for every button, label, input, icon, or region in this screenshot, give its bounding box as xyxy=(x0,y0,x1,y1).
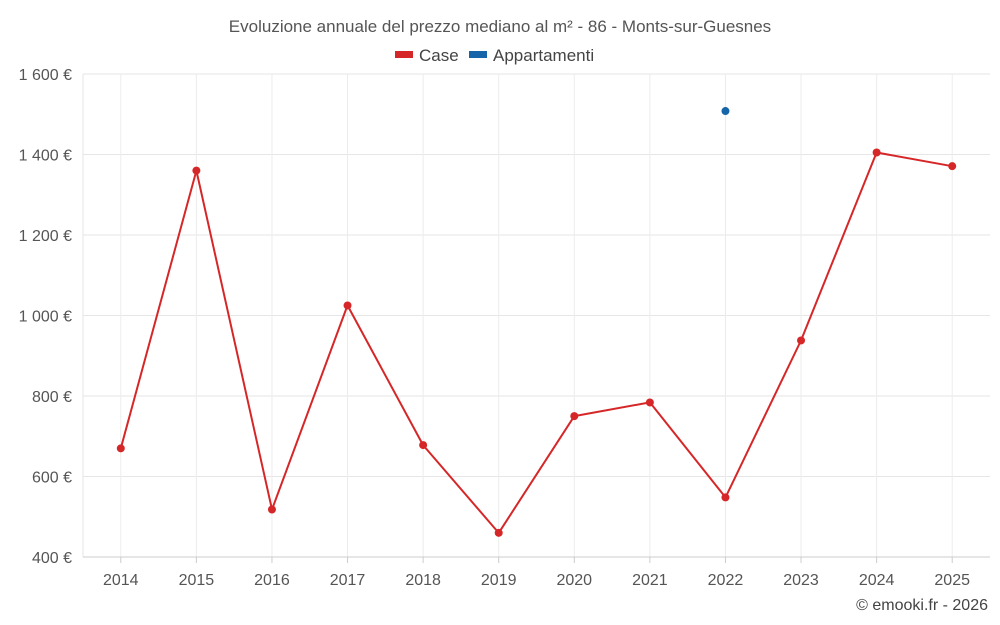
data-point-case-2019 xyxy=(494,528,503,537)
y-tick-label: 1 200 € xyxy=(19,228,72,245)
x-tick-label: 2018 xyxy=(405,572,441,589)
data-point-case-2014 xyxy=(116,444,125,453)
y-tick-label: 1 000 € xyxy=(19,309,72,326)
x-tick-label: 2019 xyxy=(481,572,517,589)
y-tick-label: 1 600 € xyxy=(19,67,72,84)
x-tick-label: 2022 xyxy=(708,572,744,589)
credit-text: © emooki.fr - 2026 xyxy=(856,597,988,614)
data-point-case-2020 xyxy=(570,412,579,421)
x-tick-label: 2014 xyxy=(103,572,139,589)
data-point-case-2021 xyxy=(645,398,654,407)
data-point-case-2024 xyxy=(872,148,881,157)
legend-swatch-appartamenti xyxy=(469,51,487,58)
axes: 400 € 600 € 800 € 1 000 € 1 200 € 1 400 € 1 60… xyxy=(19,67,990,589)
data-point-case-2023 xyxy=(797,336,806,345)
data-point-case-2015 xyxy=(192,166,201,175)
series xyxy=(116,107,957,537)
y-tick-label: 1 400 € xyxy=(19,148,72,165)
y-tick-label: 800 € xyxy=(32,389,72,406)
legend: Case Appartamenti xyxy=(395,46,594,65)
x-tick-label: 2015 xyxy=(179,572,215,589)
x-tick-label: 2016 xyxy=(254,572,290,589)
chart-title: Evoluzione annuale del prezzo mediano al… xyxy=(229,17,771,36)
y-tick-label: 600 € xyxy=(32,470,72,487)
data-point-appartamenti-2022 xyxy=(721,107,730,116)
x-tick-label: 2020 xyxy=(556,572,592,589)
x-tick-label: 2025 xyxy=(934,572,970,589)
data-point-case-2018 xyxy=(419,441,428,450)
data-point-case-2022 xyxy=(721,493,730,502)
legend-swatch-case xyxy=(395,51,413,58)
legend-item-case[interactable]: Case xyxy=(395,46,459,65)
grid xyxy=(83,73,990,558)
series-line-case xyxy=(119,151,953,534)
y-tick-label: 400 € xyxy=(32,550,72,567)
legend-label-case: Case xyxy=(419,46,459,65)
x-tick-label: 2017 xyxy=(330,572,366,589)
x-tick-label: 2024 xyxy=(859,572,895,589)
data-point-case-2017 xyxy=(343,301,352,310)
legend-label-appartamenti: Appartamenti xyxy=(493,46,594,65)
data-point-case-2016 xyxy=(267,505,276,514)
x-tick-label: 2023 xyxy=(783,572,819,589)
x-tick-label: 2021 xyxy=(632,572,668,589)
legend-item-appartamenti[interactable]: Appartamenti xyxy=(469,46,594,65)
data-point-case-2025 xyxy=(948,162,957,171)
